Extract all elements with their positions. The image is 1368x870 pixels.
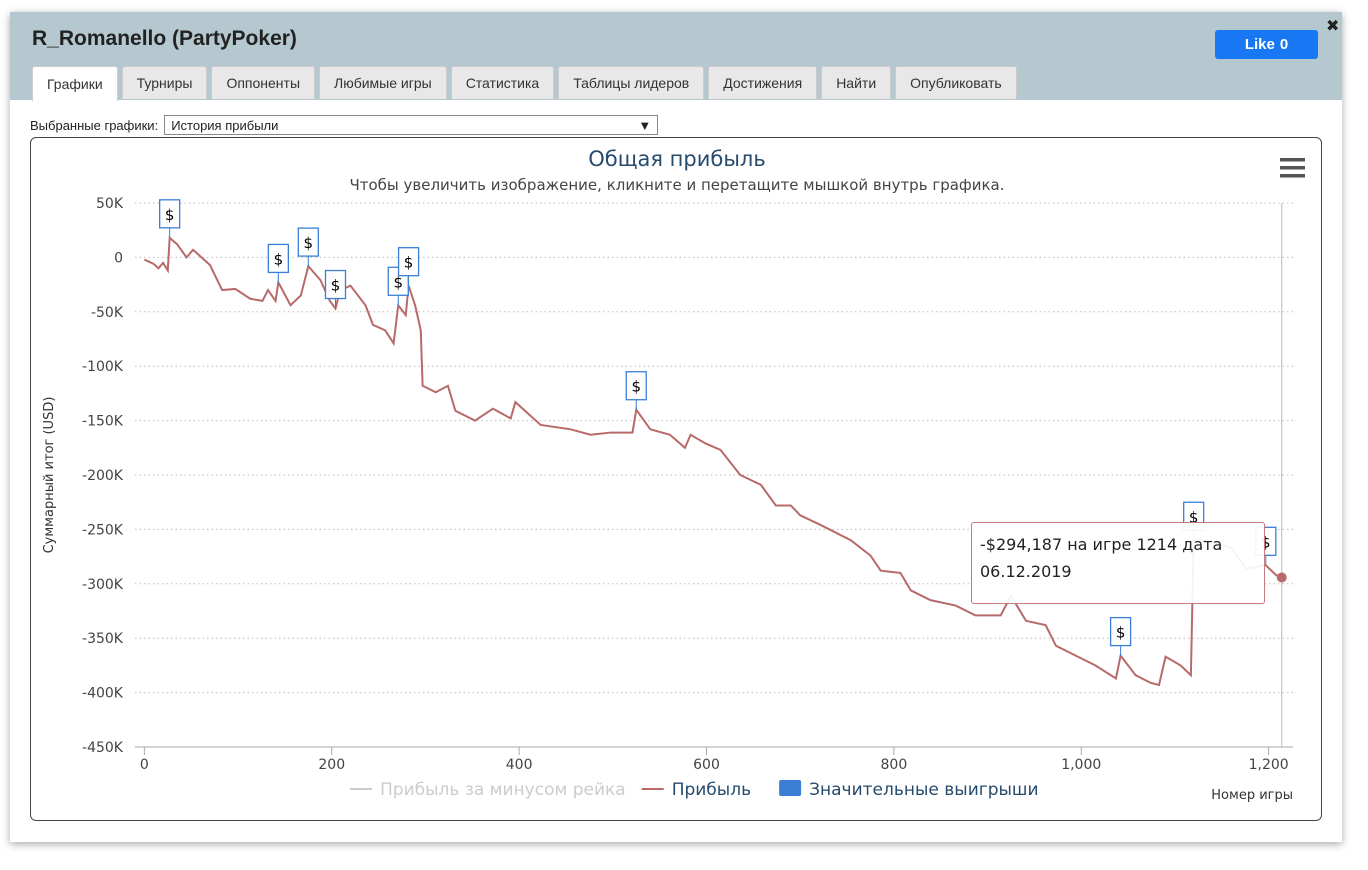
flag (324, 269, 347, 300)
legend-label: Значительные выигрыши (809, 780, 1038, 800)
flag-text: $ (304, 234, 314, 252)
flag (625, 371, 647, 401)
flag (159, 199, 181, 229)
chart-title: Общая прибыль (588, 147, 765, 171)
like-button[interactable]: Like 0 (1215, 30, 1318, 59)
y-tick-label: -450K (82, 740, 124, 756)
flag (1109, 616, 1132, 647)
x-tick-label: 800 (881, 757, 908, 773)
y-tick-label: -400K (82, 686, 124, 702)
chart-subtitle: Чтобы увеличить изображение, кликните и … (349, 176, 1004, 194)
window: R_Romanello (PartyPoker) Like 0 ✖ Графики… (10, 12, 1342, 842)
x-tick-label: 1,200 (1249, 757, 1289, 773)
y-axis-label: Суммарный итог (USD) (42, 397, 57, 554)
flag-text: $ (165, 206, 175, 224)
tab-bar: Графики Турниры Оппоненты Любимые игры Стати… (32, 66, 1017, 101)
y-tick-label: -300K (82, 577, 124, 593)
flag-text: $ (1189, 508, 1199, 526)
selector-dropdown[interactable]: История прибыли ▼ (164, 115, 659, 135)
x-tick-label: 200 (318, 757, 345, 773)
close-button[interactable]: ✖ (1326, 16, 1340, 35)
flag-text: $ (1116, 624, 1126, 642)
chart-selector: Выбранные графики: История прибыли ▼ (30, 115, 659, 135)
x-tick-label: 400 (506, 757, 533, 773)
flag-text: $ (331, 277, 341, 295)
legend-label: Прибыль (672, 780, 751, 800)
tooltip: -$294,187 на игре 1214 дата 06.12.2019 (971, 522, 1265, 604)
chart-frame (30, 137, 1322, 821)
flag-text: $ (274, 250, 284, 268)
y-tick-label: -200K (82, 468, 124, 484)
tab[interactable]: Найти (821, 66, 892, 99)
dropdown-arrow: ▼ (638, 117, 652, 133)
tab[interactable]: Любимые игры (319, 66, 447, 99)
hover-point (1276, 572, 1287, 583)
x-axis-label: Номер игры (1211, 788, 1293, 803)
selector-value: История прибыли (171, 117, 279, 133)
tab[interactable]: Графики (32, 66, 118, 101)
menu-icon[interactable] (1280, 158, 1305, 178)
like-text: Like (1244, 36, 1275, 53)
selector-label: Выбранные графики: (30, 117, 159, 133)
flag-text: $ (1261, 533, 1271, 551)
y-tick-label: -350K (82, 631, 124, 647)
flag (267, 243, 289, 274)
like-count: 0 (1279, 36, 1289, 53)
y-tick-label: -50K (91, 305, 124, 321)
legend-symbol (779, 780, 802, 796)
y-tick-label: 50K (96, 196, 124, 212)
flag (397, 247, 420, 277)
tab[interactable]: Таблицы лидеров (558, 66, 705, 99)
header: R_Romanello (PartyPoker) Like 0 ✖ Графики… (10, 12, 1342, 101)
tab[interactable]: Достижения (708, 66, 818, 99)
legend-label: Прибыль за минусом рейка (380, 780, 626, 800)
y-tick-label: -250K (82, 522, 124, 538)
tab[interactable]: Турниры (121, 66, 208, 99)
tab[interactable]: Статистика (450, 66, 555, 99)
flag-text: $ (631, 378, 641, 396)
flag (297, 227, 319, 257)
tab[interactable]: Опубликовать (895, 66, 1017, 99)
y-tick-label: -100K (82, 359, 124, 375)
y-tick-label: 0 (114, 250, 123, 266)
y-tick-label: -150K (82, 414, 124, 430)
tab[interactable]: Оппоненты (211, 66, 316, 99)
profit-line (143, 235, 1283, 687)
x-tick-label: 0 (140, 757, 149, 773)
player-title: R_Romanello (PartyPoker) (32, 27, 297, 50)
flag-text: $ (393, 273, 403, 291)
flag-text: $ (404, 254, 414, 272)
x-tick-label: 1,000 (1061, 757, 1101, 773)
x-tick-label: 600 (693, 757, 720, 773)
